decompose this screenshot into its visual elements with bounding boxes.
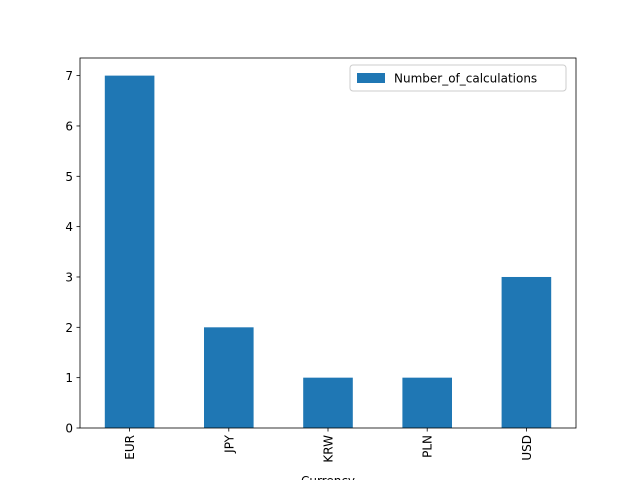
- legend-box: [349, 64, 567, 92]
- y-tick-label: 1: [65, 371, 73, 385]
- y-tick-label: 3: [65, 270, 73, 284]
- axes-frame: [79, 57, 577, 429]
- y-tick-label: 6: [65, 119, 73, 133]
- bar: [104, 75, 155, 428]
- y-tick-label: 7: [65, 69, 73, 83]
- y-tick-label: 5: [65, 170, 73, 184]
- bar: [402, 377, 452, 428]
- x-tick-label: USD: [520, 435, 534, 461]
- legend-swatch: [357, 73, 385, 83]
- bar: [303, 377, 353, 428]
- legend-label: Number_of_calculations: [394, 72, 537, 86]
- x-tick-label: EUR: [123, 435, 137, 460]
- y-tick-label: 4: [65, 220, 73, 234]
- x-tick-label: PLN: [421, 435, 435, 458]
- bar: [501, 276, 552, 428]
- x-axis-label: Currency: [301, 474, 355, 480]
- bar: [204, 327, 254, 428]
- x-tick-label: JPY: [222, 434, 236, 454]
- y-tick-label: 2: [65, 321, 73, 335]
- x-tick-label: KRW: [322, 435, 336, 463]
- y-tick-label: 0: [65, 422, 73, 436]
